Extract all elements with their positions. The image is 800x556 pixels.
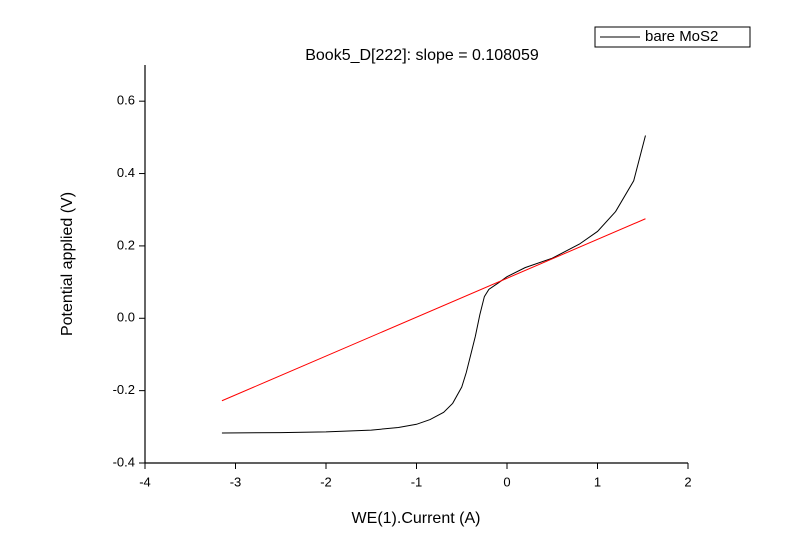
fit-line (221, 218, 646, 402)
x-tick-label: 0 (503, 474, 510, 489)
y-tick-label: -0.2 (113, 382, 135, 397)
legend-label: bare MoS2 (645, 28, 718, 45)
x-tick-label: -4 (139, 474, 151, 489)
x-axis-label: WE(1).Current (A) (352, 510, 481, 527)
x-tick-label: -1 (411, 474, 423, 489)
data-line (221, 135, 646, 434)
x-tick-label: -2 (320, 474, 332, 489)
y-axis-label: Potential applied (V) (59, 192, 76, 336)
x-tick-label: 2 (684, 474, 691, 489)
chart-title: Book5_D[222]: slope = 0.108059 (305, 47, 539, 64)
y-tick-label: -0.4 (113, 454, 135, 469)
y-tick-label: 0.4 (117, 165, 135, 180)
y-tick-label: 0.6 (117, 93, 135, 108)
x-tick-label: 1 (594, 474, 601, 489)
legend-box (594, 26, 751, 48)
y-tick-label: 0.2 (117, 237, 135, 252)
y-tick-label: 0.0 (117, 310, 135, 325)
x-tick-label: -3 (230, 474, 242, 489)
